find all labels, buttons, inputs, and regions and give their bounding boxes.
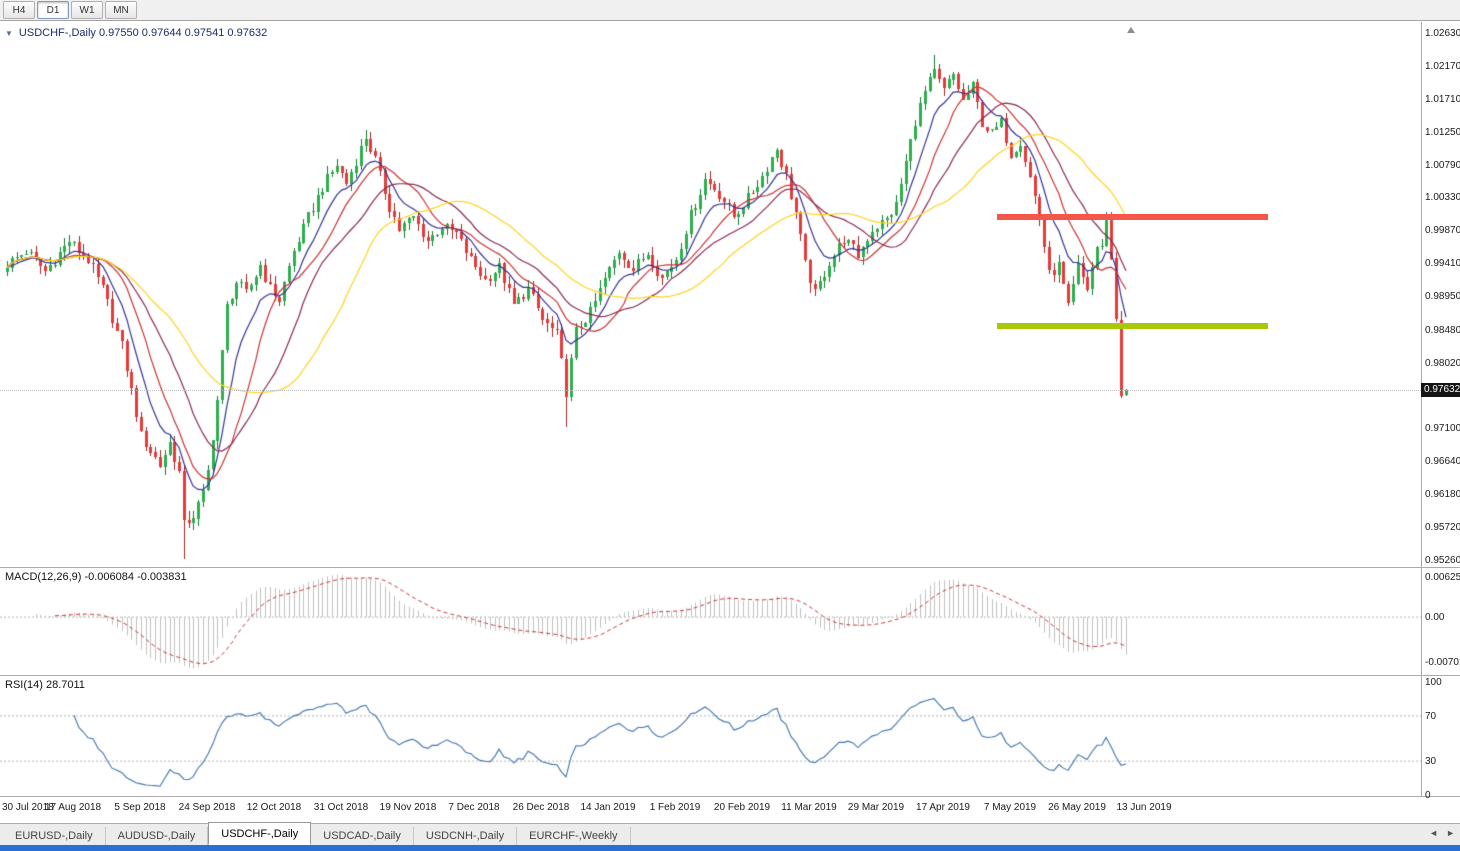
price-axis-label: 1.00330 xyxy=(1425,192,1460,203)
macd-axis-label: -0.0070160 xyxy=(1425,657,1460,668)
macd-label: MACD(12,26,9) -0.006084 -0.003831 xyxy=(5,571,187,583)
timeframe-button-mn[interactable]: MN xyxy=(105,1,137,19)
chart-tab-eurchf[interactable]: EURCHF-,Weekly xyxy=(517,827,631,845)
price-axis-label: 0.95720 xyxy=(1425,522,1460,533)
price-axis-label: 1.02170 xyxy=(1425,61,1460,72)
chart-title-text: USDCHF-,Daily 0.97550 0.97644 0.97541 0.… xyxy=(18,27,268,39)
date-axis-label: 7 Dec 2018 xyxy=(448,802,500,813)
resistance-line[interactable] xyxy=(997,214,1268,220)
timeframe-button-h4[interactable]: H4 xyxy=(3,1,35,19)
date-axis-label: 1 Feb 2019 xyxy=(649,802,701,813)
price-axis-label: 1.01710 xyxy=(1425,94,1460,105)
macd-panel-canvas[interactable] xyxy=(0,568,1421,675)
timeframe-button-w1[interactable]: W1 xyxy=(71,1,103,19)
price-chart-canvas[interactable] xyxy=(0,22,1421,567)
panel-separator[interactable] xyxy=(0,675,1460,676)
date-axis-label: 14 Jan 2019 xyxy=(580,802,636,813)
tab-scroll-buttons: ◄ ► xyxy=(1429,828,1455,838)
date-axis-label: 13 Jun 2019 xyxy=(1116,802,1172,813)
date-axis-label: 7 May 2019 xyxy=(983,802,1037,813)
price-axis-label: 0.98480 xyxy=(1425,325,1460,336)
date-axis-label: 26 May 2019 xyxy=(1048,802,1106,813)
rsi-label: RSI(14) 28.7011 xyxy=(5,679,85,691)
price-axis-label: 0.98950 xyxy=(1425,291,1460,302)
price-axis-label: 0.95260 xyxy=(1425,555,1460,566)
chart-tab-usdcnh[interactable]: USDCNH-,Daily xyxy=(414,827,518,845)
date-axis-label: 11 Mar 2019 xyxy=(781,802,837,813)
price-axis-label: 0.99410 xyxy=(1425,258,1460,269)
price-axis-label: 0.96180 xyxy=(1425,489,1460,500)
rsi-axis-label: 70 xyxy=(1425,711,1437,722)
date-axis-label: 20 Feb 2019 xyxy=(713,802,771,813)
rsi-axis-label: 30 xyxy=(1425,756,1437,767)
panel-separator[interactable] xyxy=(0,796,1460,797)
chart-tab-bar: EURUSD-,Daily AUDUSD-,Daily USDCHF-,Daily U… xyxy=(0,822,1460,845)
date-axis-label: 24 Sep 2018 xyxy=(178,802,236,813)
date-axis-label: 17 Apr 2019 xyxy=(916,802,970,813)
date-axis-label: 12 Oct 2018 xyxy=(246,802,302,813)
macd-axis-label: 0.00 xyxy=(1425,612,1445,623)
price-axis-border xyxy=(1421,22,1422,796)
panel-separator[interactable] xyxy=(0,567,1460,568)
date-axis-label: 26 Dec 2018 xyxy=(512,802,570,813)
chart-tab-usdchf[interactable]: USDCHF-,Daily xyxy=(208,822,312,845)
date-axis-label: 30 Jul 2018 xyxy=(2,802,54,813)
support-line[interactable] xyxy=(997,323,1268,329)
price-axis-label: 0.98020 xyxy=(1425,358,1460,369)
current-price-tag: 0.97632 xyxy=(1421,383,1460,397)
date-axis-label: 31 Oct 2018 xyxy=(313,802,369,813)
date-axis-label: 19 Nov 2018 xyxy=(379,802,437,813)
taskbar-edge xyxy=(0,845,1460,851)
date-axis-label: 29 Mar 2019 xyxy=(847,802,905,813)
timeframe-toolbar: H4 D1 W1 MN xyxy=(0,0,1460,21)
tab-scroll-left-icon[interactable]: ◄ xyxy=(1429,828,1439,838)
rsi-axis-label: 0 xyxy=(1425,790,1431,801)
price-axis-label: 0.96640 xyxy=(1425,456,1460,467)
date-axis-label: 17 Aug 2018 xyxy=(44,802,102,813)
rsi-panel-canvas[interactable] xyxy=(0,676,1421,796)
chart-tab-usdcad[interactable]: USDCAD-,Daily xyxy=(311,827,414,845)
macd-axis-label: 0.006257 xyxy=(1425,572,1460,583)
chart-title: ▼ USDCHF-,Daily 0.97550 0.97644 0.97541 … xyxy=(5,27,267,39)
timeframe-button-d1[interactable]: D1 xyxy=(37,1,69,19)
tab-scroll-right-icon[interactable]: ► xyxy=(1446,828,1455,838)
date-axis-label: 5 Sep 2018 xyxy=(114,802,166,813)
chart-shift-marker-icon xyxy=(1127,27,1135,33)
chart-tab-audusd[interactable]: AUDUSD-,Daily xyxy=(106,827,209,845)
current-price-line xyxy=(0,390,1421,391)
price-axis-label: 1.02630 xyxy=(1425,28,1460,39)
price-axis-label: 1.01250 xyxy=(1425,127,1460,138)
rsi-axis-label: 100 xyxy=(1425,677,1442,688)
chart-tab-eurusd[interactable]: EURUSD-,Daily xyxy=(3,827,106,845)
chevron-down-icon[interactable]: ▼ xyxy=(5,28,13,38)
price-axis-label: 0.97100 xyxy=(1425,423,1460,434)
price-axis-label: 0.99870 xyxy=(1425,225,1460,236)
price-axis-label: 1.00790 xyxy=(1425,160,1460,171)
